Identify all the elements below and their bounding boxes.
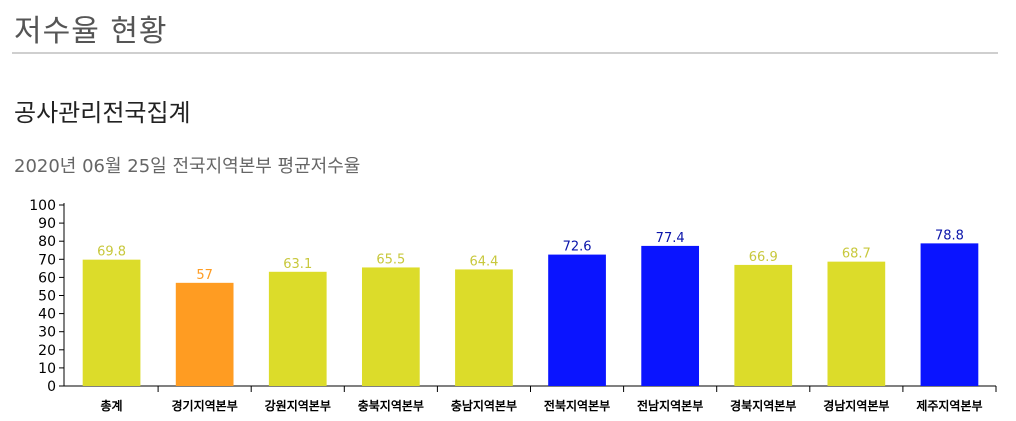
bar-value-label: 57 (196, 268, 213, 283)
bar[interactable] (920, 243, 979, 386)
x-tick-label: 제주지역본부 (916, 398, 982, 413)
bar-chart: 0 10 20 30 40 50 60 70 80 90 100 69.8 총계 57 경기지역본부 63.1… (29, 198, 997, 413)
y-tick-label: 0 (47, 379, 56, 395)
y-tick-label: 100 (29, 198, 56, 214)
x-tick-label: 전북지역본부 (544, 398, 610, 413)
y-tick-label: 60 (38, 270, 56, 286)
bar-value-label: 68.7 (842, 247, 871, 262)
bar[interactable] (641, 245, 700, 386)
x-tick-label: 경남지역본부 (823, 398, 889, 413)
y-tick-label: 90 (38, 216, 56, 232)
y-tick-label: 30 (38, 325, 56, 341)
bar[interactable] (82, 259, 141, 386)
bar-value-label: 72.6 (563, 240, 592, 255)
y-tick-label: 40 (38, 307, 56, 323)
y-tick-label: 70 (38, 252, 56, 268)
bar-value-label: 64.4 (469, 254, 498, 269)
bar[interactable] (268, 271, 327, 386)
bar-value-label: 65.5 (376, 252, 405, 267)
bar-value-label: 78.8 (935, 228, 964, 243)
x-tick-label: 충남지역본부 (451, 398, 517, 413)
title-divider (12, 52, 998, 54)
bar[interactable] (455, 269, 513, 386)
y-tick-label: 20 (38, 343, 56, 359)
bar[interactable] (827, 261, 886, 386)
x-tick-label: 총계 (101, 398, 123, 413)
bar-value-label: 66.9 (749, 250, 778, 265)
x-tick-label: 강원지역본부 (265, 398, 331, 413)
y-tick-label: 10 (38, 361, 56, 377)
chart-title: 2020년 06월 25일 전국지역본부 평균저수율 (14, 156, 361, 177)
x-tick-label: 경북지역본부 (730, 398, 796, 413)
y-tick-label: 50 (38, 289, 56, 305)
bar[interactable] (734, 264, 793, 386)
section-title: 공사관리전국집계 (14, 99, 191, 127)
bar-value-label: 69.8 (97, 245, 126, 260)
bar[interactable] (548, 254, 606, 386)
x-tick-label: 경기지역본부 (172, 398, 238, 413)
bar-value-label: 63.1 (283, 257, 312, 272)
bar-value-label: 77.4 (656, 231, 685, 246)
bar[interactable] (361, 267, 420, 386)
y-tick-label: 80 (38, 234, 56, 250)
bar[interactable] (175, 282, 234, 386)
x-tick-label: 충북지역본부 (358, 398, 424, 413)
page-title: 저수율 현황 (14, 14, 168, 49)
x-tick-label: 전남지역본부 (637, 398, 703, 413)
